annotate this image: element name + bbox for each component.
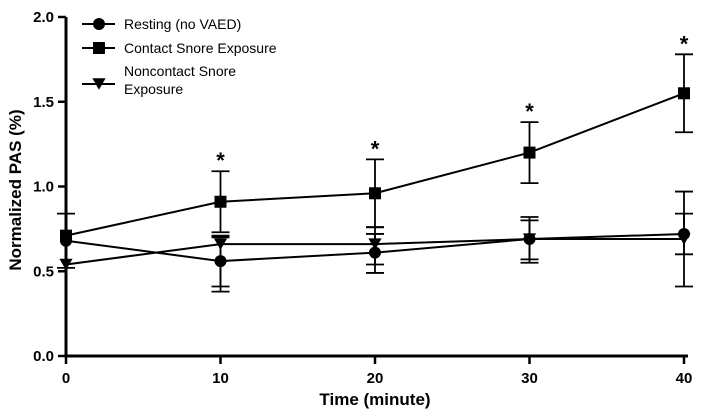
data-point-square bbox=[678, 87, 690, 100]
data-point-triangle-down bbox=[213, 238, 228, 250]
legend-entry: Contact Snore Exposure bbox=[82, 40, 277, 56]
data-point-square bbox=[523, 146, 536, 159]
data-point-triangle-down bbox=[368, 238, 382, 250]
y-tick-label: 0.5 bbox=[33, 263, 54, 280]
annotation-layer: * * * * bbox=[216, 31, 689, 173]
series-triangle-down bbox=[59, 212, 693, 288]
data-point-square bbox=[214, 195, 227, 208]
legend-entry: Noncontact Snore Exposure bbox=[82, 63, 236, 97]
data-point-triangle-down bbox=[677, 233, 691, 245]
legend-label: Resting (no VAED) bbox=[124, 16, 241, 32]
y-tick-label: 2.0 bbox=[33, 9, 54, 26]
y-tick-label: 1.5 bbox=[33, 94, 54, 111]
x-tick-label: 40 bbox=[676, 370, 693, 387]
legend-marker-triangle-down bbox=[92, 78, 106, 90]
y-tick-label: 0.0 bbox=[33, 348, 54, 365]
significance-star: * bbox=[680, 31, 689, 56]
significance-star: * bbox=[216, 148, 225, 173]
x-tick-label: 30 bbox=[521, 370, 538, 387]
legend: Resting (no VAED) Contact Snore Exposure N… bbox=[82, 16, 277, 97]
axes: 0.0 0.5 1.0 1.5 2.0 0 10 20 30 40 bbox=[33, 9, 692, 387]
significance-star: * bbox=[525, 99, 534, 124]
legend-marker-circle bbox=[93, 18, 105, 30]
x-tick-label: 10 bbox=[212, 370, 229, 387]
legend-label: Contact Snore Exposure bbox=[124, 40, 277, 56]
significance-star: * bbox=[371, 136, 380, 161]
legend-entry: Resting (no VAED) bbox=[82, 16, 241, 32]
data-point-triangle-down bbox=[522, 233, 537, 245]
y-axis-title: Normalized PAS (%) bbox=[6, 109, 25, 270]
legend-marker-square bbox=[93, 42, 105, 54]
data-point-square bbox=[369, 187, 381, 200]
series-square bbox=[60, 53, 693, 242]
x-tick-label: 0 bbox=[62, 370, 70, 387]
x-tick-label: 20 bbox=[367, 370, 384, 387]
y-tick-label: 1.0 bbox=[33, 179, 54, 196]
data-point-square bbox=[60, 229, 72, 242]
series-layer bbox=[57, 53, 693, 293]
x-axis-title: Time (minute) bbox=[319, 390, 430, 409]
legend-label: Noncontact Snore Exposure bbox=[124, 63, 236, 97]
data-point-triangle-down bbox=[59, 258, 73, 271]
